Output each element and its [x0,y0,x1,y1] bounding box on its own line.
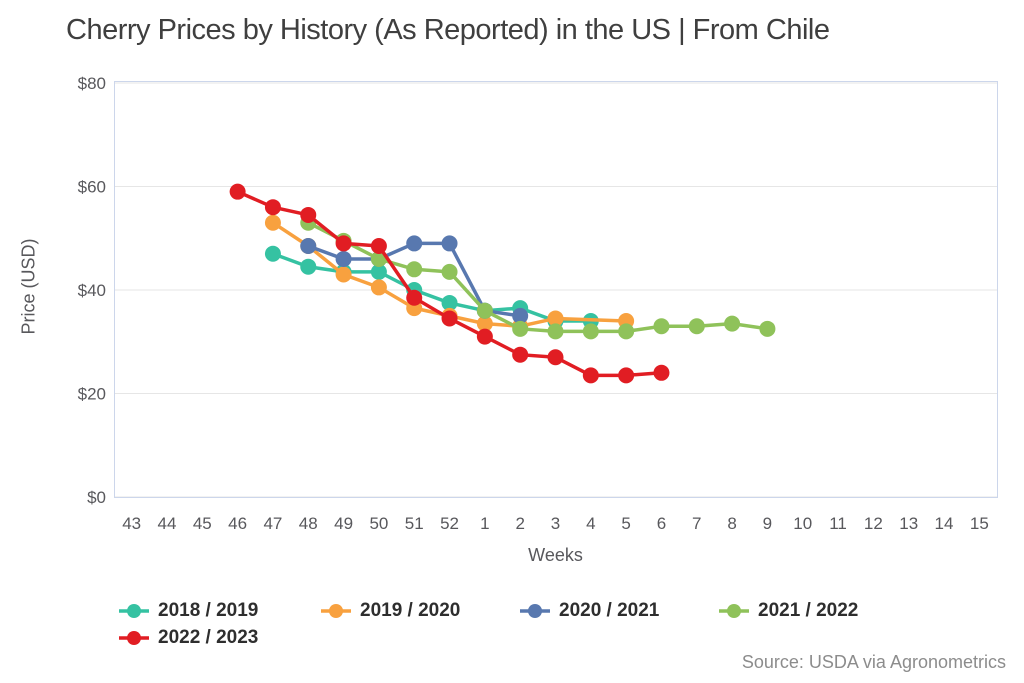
series-line-2019-2020 [271,220,628,328]
x-tick-label: 43 [122,514,141,533]
data-point-2020-2021[interactable] [335,250,352,267]
data-point-2022-2023[interactable] [618,367,635,384]
x-axis-title: Weeks [528,545,583,565]
y-tick-label: $60 [78,178,106,197]
x-tick-label: 47 [263,514,282,533]
data-point-2022-2023[interactable] [406,289,423,306]
data-point-2019-2020[interactable] [264,214,281,231]
data-point-2021-2022[interactable] [724,315,741,332]
data-point-2021-2022[interactable] [441,263,458,280]
data-point-2022-2023[interactable] [264,199,281,216]
source-credit: Source: USDA via Agronometrics [741,652,1006,672]
x-tick-label: 1 [480,514,489,533]
data-point-2022-2023[interactable] [512,346,529,363]
x-tick-label: 50 [369,514,388,533]
legend-marker-icon [119,631,149,645]
data-point-2020-2021[interactable] [406,235,423,252]
data-point-2020-2021[interactable] [441,235,458,252]
x-tick-label: 15 [970,514,989,533]
legend-label: 2018 / 2019 [158,600,259,621]
x-tick-label: 45 [193,514,212,533]
data-point-2018-2019[interactable] [370,263,387,280]
legend-label: 2022 / 2023 [158,627,259,648]
legend-label: 2021 / 2022 [758,600,859,621]
x-tick-label: 13 [899,514,918,533]
legend-item-2022-2023[interactable]: 2022 / 2023 [119,627,258,649]
x-tick-label: 14 [935,514,954,533]
legend-marker-dot [127,631,141,645]
y-tick-label: $0 [87,488,106,507]
legend-marker-icon [321,604,351,618]
data-point-2022-2023[interactable] [441,310,458,327]
x-tick-label: 3 [551,514,560,533]
data-point-2022-2023[interactable] [476,328,493,345]
legend-item-2021-2022[interactable]: 2021 / 2022 [719,600,858,622]
x-tick-label: 51 [405,514,424,533]
legend-label: 2019 / 2020 [360,600,461,621]
data-point-2022-2023[interactable] [653,364,670,381]
legend-marker-dot [528,604,542,618]
x-tick-label: 44 [158,514,177,533]
x-tick-label: 9 [763,514,772,533]
x-tick-label: 52 [440,514,459,533]
data-point-2021-2022[interactable] [476,302,493,319]
x-tick-label: 6 [657,514,666,533]
data-point-2021-2022[interactable] [512,320,529,337]
x-tick-label: 46 [228,514,247,533]
data-point-2021-2022[interactable] [582,323,599,340]
x-tick-label: 48 [299,514,318,533]
y-axis-title: Price (USD) [18,238,39,335]
data-point-2019-2020[interactable] [370,279,387,296]
plot-border [114,81,998,498]
data-point-2021-2022[interactable] [688,318,705,335]
legend-label: 2020 / 2021 [559,600,660,621]
data-point-2022-2023[interactable] [370,238,387,255]
data-point-2022-2023[interactable] [300,206,317,223]
x-tick-label: 8 [727,514,736,533]
data-point-2021-2022[interactable] [653,318,670,335]
legend-marker-dot [329,604,343,618]
data-point-2019-2020[interactable] [335,266,352,283]
x-tick-label: 49 [334,514,353,533]
legend-item-2018-2019[interactable]: 2018 / 2019 [119,600,258,622]
data-point-2021-2022[interactable] [759,320,776,337]
x-tick-label: 2 [515,514,524,533]
x-tick-label: 10 [793,514,812,533]
legend-marker-dot [727,604,741,618]
data-point-2020-2021[interactable] [300,238,317,255]
data-point-2022-2023[interactable] [547,349,564,366]
data-point-2022-2023[interactable] [582,367,599,384]
data-point-2018-2019[interactable] [300,258,317,275]
legend-marker-dot [127,604,141,618]
data-point-2022-2023[interactable] [229,183,246,200]
data-point-2021-2022[interactable] [618,323,635,340]
data-point-2019-2020[interactable] [547,310,564,327]
y-tick-label: $20 [78,385,106,404]
data-point-2020-2021[interactable] [512,307,529,324]
x-tick-label: 7 [692,514,701,533]
data-point-2021-2022[interactable] [547,323,564,340]
legend-marker-icon [520,604,550,618]
x-tick-label: 11 [829,514,847,533]
legend-marker-icon [719,604,749,618]
legend-marker-icon [119,604,149,618]
y-tick-label: $40 [78,281,106,300]
chart-title: Cherry Prices by History (As Reported) i… [66,14,830,46]
data-point-2022-2023[interactable] [335,235,352,252]
data-point-2019-2020[interactable] [476,315,493,332]
data-point-2018-2019[interactable] [264,245,281,262]
y-tick-label: $80 [78,74,106,93]
data-point-2018-2019[interactable] [441,294,458,311]
x-tick-label: 4 [586,514,595,533]
legend-item-2019-2020[interactable]: 2019 / 2020 [321,600,460,622]
series-line-2018-2019 [271,252,593,323]
x-tick-label: 5 [621,514,630,533]
data-point-2021-2022[interactable] [406,261,423,278]
legend-item-2020-2021[interactable]: 2020 / 2021 [520,600,659,622]
x-tick-label: 12 [864,514,883,533]
